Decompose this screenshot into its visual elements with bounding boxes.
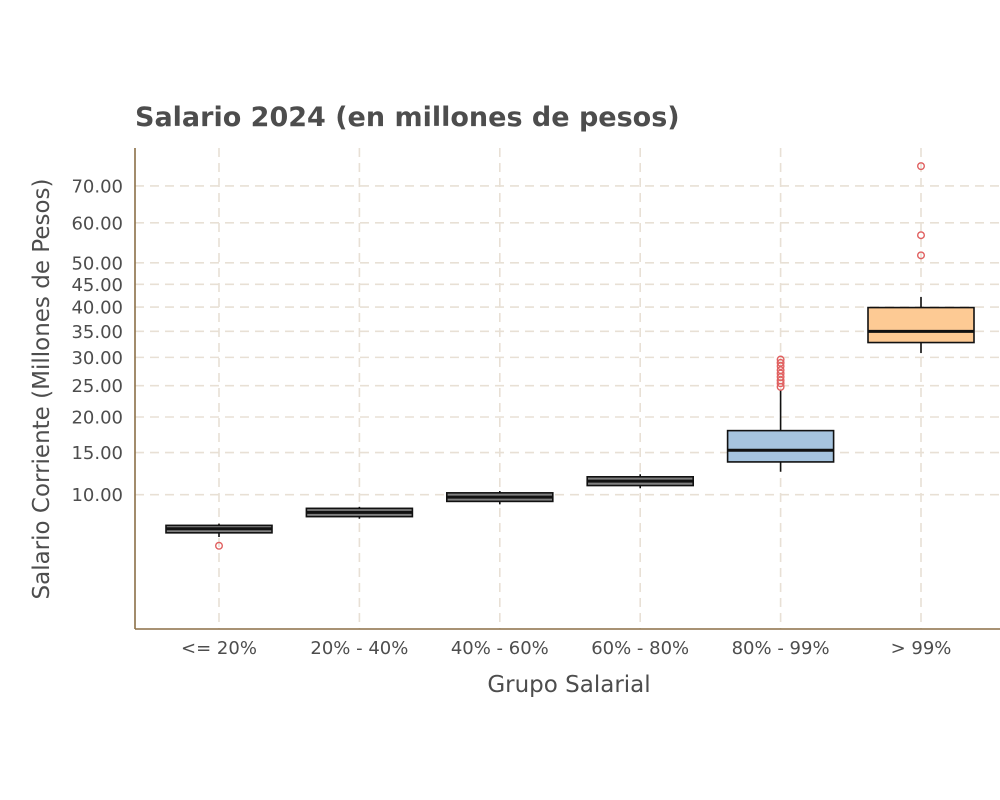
box-body — [726, 429, 835, 463]
box-series — [165, 162, 975, 550]
y-tick-label: 70.00 — [71, 176, 123, 197]
y-tick-label: 60.00 — [71, 213, 123, 234]
outlier-point — [776, 358, 785, 367]
box-2 — [305, 506, 414, 519]
x-tick-label: 40% - 60% — [451, 638, 549, 659]
y-tick-label: 30.00 — [71, 348, 123, 369]
y-tick-label: 45.00 — [71, 275, 123, 296]
x-axis-title: Grupo Salarial — [487, 672, 650, 698]
outlier-point — [214, 541, 223, 550]
x-tick-label: 60% - 80% — [591, 638, 689, 659]
x-tick-label: <= 20% — [181, 638, 257, 659]
box-4 — [586, 474, 695, 489]
y-tick-label: 50.00 — [71, 253, 123, 274]
outlier-point — [776, 369, 785, 378]
outlier-point — [917, 231, 926, 240]
y-tick-label: 25.00 — [71, 376, 123, 397]
y-tick-label: 10.00 — [71, 485, 123, 506]
y-tick-label: 35.00 — [71, 322, 123, 343]
x-tick-label: 80% - 99% — [732, 638, 830, 659]
box-3 — [445, 490, 554, 505]
y-axis-title: Salario Corriente (Millones de Pesos) — [29, 179, 55, 600]
outlier-point — [917, 162, 926, 171]
outlier-point — [917, 251, 926, 260]
box-5 — [726, 355, 835, 472]
box-6 — [867, 162, 975, 354]
y-tick-label: 20.00 — [71, 408, 123, 429]
box-body — [867, 306, 975, 344]
y-tick-label: 15.00 — [71, 443, 123, 464]
outlier-point — [776, 355, 785, 364]
axes — [134, 148, 1000, 630]
x-tick-label: 20% - 40% — [310, 638, 408, 659]
grid — [135, 148, 1000, 629]
x-tick-labels: <= 20% 20% - 40% 40% - 60% 60% - 80% 80% - 9… — [181, 638, 951, 659]
x-tick-label: > 99% — [891, 638, 952, 659]
y-tick-label: 40.00 — [71, 298, 123, 319]
y-tick-labels: 10.00 15.00 20.00 25.00 30.00 35.00 40.0045.00… — [71, 176, 123, 506]
chart-title: Salario 2024 (en millones de pesos) — [135, 102, 680, 133]
box-1 — [165, 523, 273, 550]
